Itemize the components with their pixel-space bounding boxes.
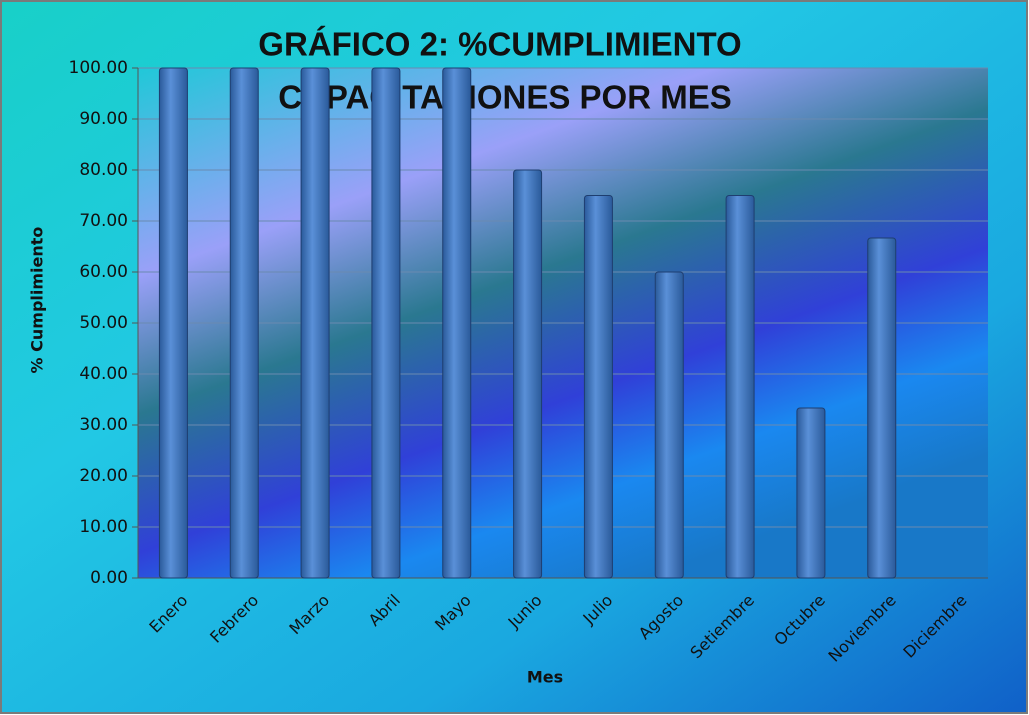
bar <box>229 67 259 579</box>
y-tick-label: 30.00 <box>79 415 128 435</box>
x-axis-label: Mes <box>527 668 563 687</box>
bar <box>583 195 613 579</box>
bar <box>796 407 826 579</box>
y-tick-label: 100.00 <box>69 58 128 78</box>
y-tick-label: 70.00 <box>79 211 128 231</box>
y-tick-label: 20.00 <box>79 466 128 486</box>
y-tick-label: 0.00 <box>90 568 128 588</box>
y-tick-label: 50.00 <box>79 313 128 333</box>
y-tick-label: 90.00 <box>79 109 128 129</box>
y-tick-label: 60.00 <box>79 262 128 282</box>
chart-title: CAPACITACIONES POR MES <box>278 79 731 116</box>
chart-title: GRÁFICO 2: %CUMPLIMIENTO <box>258 26 741 63</box>
bar <box>300 67 330 579</box>
bar <box>371 67 401 579</box>
bar <box>158 67 188 579</box>
bar <box>867 237 897 579</box>
y-axis-label: % Cumplimiento <box>28 227 47 374</box>
bar <box>654 271 684 579</box>
y-tick-label: 40.00 <box>79 364 128 384</box>
bar <box>442 67 472 579</box>
y-tick-label: 10.00 <box>79 517 128 537</box>
bar <box>725 195 755 579</box>
y-tick-label: 80.00 <box>79 160 128 180</box>
bar <box>513 169 543 579</box>
